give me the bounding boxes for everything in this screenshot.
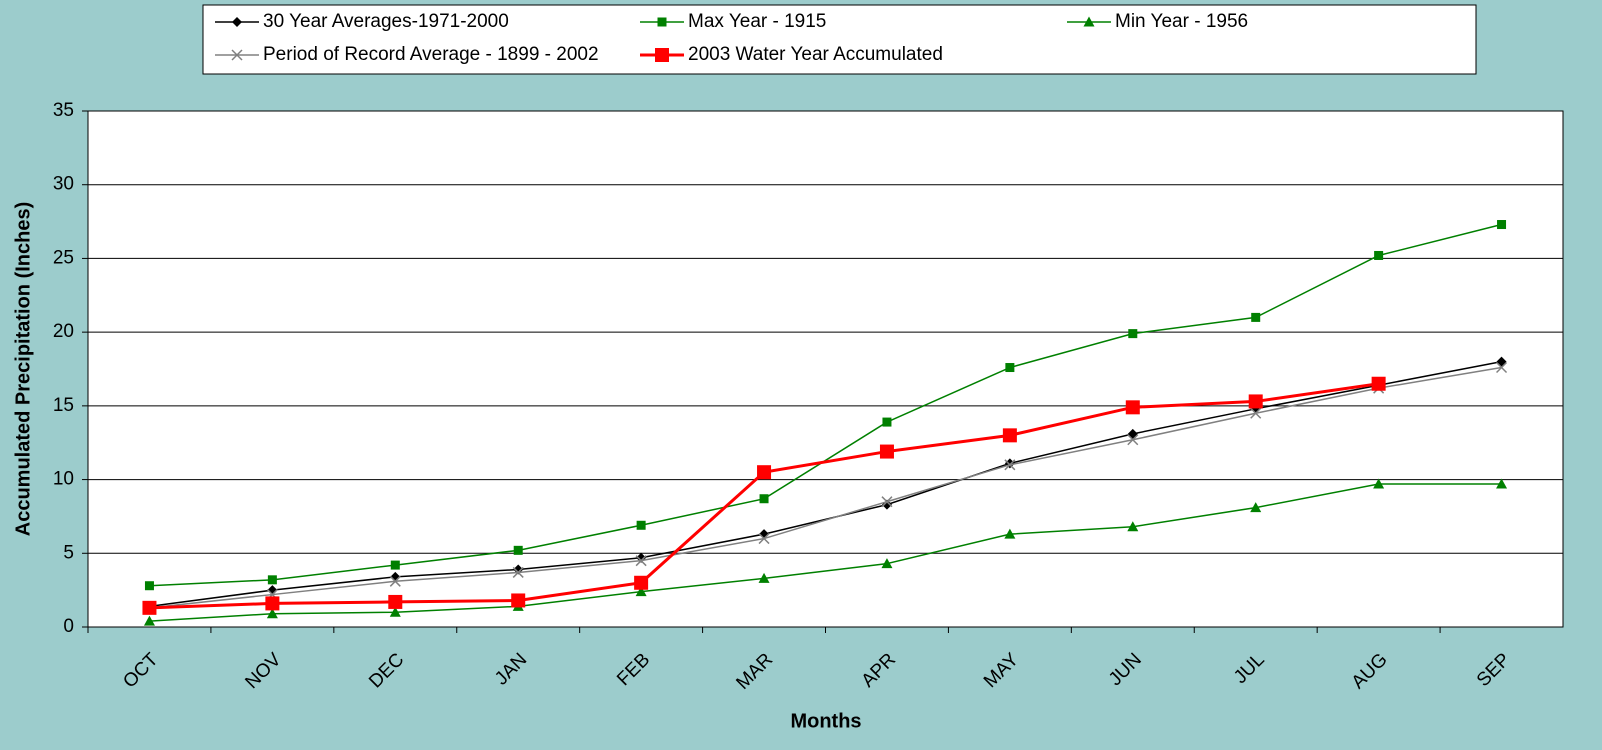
data-point: [879, 444, 894, 459]
data-point: [1496, 361, 1508, 374]
y-tick-label: 10: [53, 469, 74, 490]
x-axis-title: Months: [790, 710, 861, 732]
data-point: [143, 615, 155, 626]
x-tick-label: DEC: [365, 649, 408, 692]
data-point: [1002, 428, 1017, 443]
data-point: [265, 596, 280, 611]
legend-marker: [657, 17, 667, 27]
y-tick-label: 0: [63, 616, 74, 637]
data-point: [759, 494, 769, 504]
x-tick-label: OCT: [119, 649, 162, 692]
data-point: [388, 594, 403, 609]
legend-marker: [1083, 16, 1095, 27]
series-line: [149, 483, 1502, 622]
data-point: [1125, 400, 1140, 415]
x-tick-label: FEB: [613, 649, 654, 690]
data-point: [390, 560, 400, 570]
data-point: [881, 558, 893, 569]
data-point: [266, 608, 278, 619]
data-point: [1374, 250, 1384, 260]
y-tick-label: 15: [53, 395, 74, 416]
data-point: [1005, 363, 1015, 373]
x-tick-label: AUG: [1348, 649, 1392, 693]
data-point: [1496, 478, 1508, 489]
x-tick-label: APR: [858, 649, 900, 691]
data-point: [757, 465, 772, 480]
x-tick-label: MAR: [732, 649, 777, 694]
x-tick-label: JAN: [491, 649, 531, 689]
data-point: [635, 586, 647, 597]
data-point: [513, 545, 523, 555]
data-point: [1373, 478, 1385, 489]
y-tick-label: 35: [53, 100, 74, 121]
legend-box: [202, 4, 1477, 75]
data-point: [881, 496, 893, 508]
series-line: [149, 366, 1502, 609]
data-point: [758, 533, 770, 545]
data-point: [1248, 394, 1263, 409]
data-point: [636, 520, 646, 530]
data-point: [1004, 528, 1016, 539]
data-point: [634, 575, 649, 590]
x-tick-label: JUN: [1105, 649, 1146, 690]
y-tick-label: 30: [53, 174, 74, 195]
legend-label: Period of Record Average - 1899 - 2002: [263, 44, 599, 65]
data-point: [635, 555, 647, 567]
y-tick-label: 20: [53, 321, 74, 342]
legend-label: 2003 Water Year Accumulated: [688, 44, 943, 65]
plot-area: [87, 110, 1564, 628]
legend-label: Max Year - 1915: [688, 11, 826, 32]
data-point: [389, 575, 401, 587]
data-point: [144, 581, 154, 591]
legend-marker: [655, 48, 669, 62]
data-point: [511, 593, 526, 608]
x-tick-label: MAY: [980, 649, 1023, 692]
data-point: [758, 572, 770, 583]
x-tick-label: JUL: [1230, 649, 1269, 688]
data-point: [1127, 434, 1139, 446]
data-point: [1371, 376, 1386, 391]
legend-label: Min Year - 1956: [1115, 11, 1248, 32]
data-point: [1127, 521, 1139, 532]
data-point: [142, 600, 157, 615]
data-point: [1250, 407, 1262, 419]
data-point: [882, 417, 892, 427]
legend-label: 30 Year Averages-1971-2000: [263, 11, 509, 32]
data-point: [1497, 220, 1507, 230]
y-tick-label: 25: [53, 247, 74, 268]
legend-marker: [232, 17, 242, 27]
x-tick-label: SEP: [1473, 649, 1515, 691]
x-tick-label: NOV: [241, 649, 285, 693]
data-point: [1250, 502, 1262, 513]
y-axis-title: Accumulated Precipitation (Inches): [12, 202, 34, 537]
data-point: [267, 575, 277, 585]
data-point: [389, 606, 401, 617]
y-tick-label: 5: [63, 542, 74, 563]
data-point: [512, 566, 524, 578]
data-point: [1128, 329, 1138, 339]
legend-marker: [231, 49, 243, 61]
data-point: [1004, 459, 1016, 471]
data-point: [1251, 312, 1261, 322]
